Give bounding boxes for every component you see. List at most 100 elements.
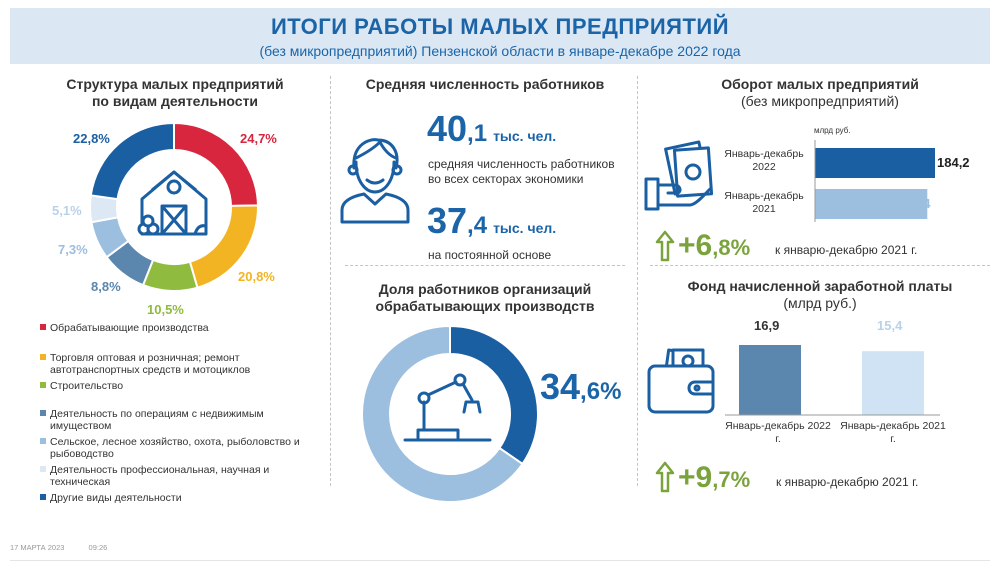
wages-title-line1: Фонд начисленной заработной платы [687,278,953,294]
turnover-unit: млрд руб. [814,126,851,135]
turnover-growth-frac: ,8% [712,235,751,260]
pct-label-manufacturing: 24,7% [240,131,277,146]
wages-bar-0 [739,345,801,415]
barn-icon [137,170,208,236]
legend-label: Торговля оптовая и розничная; ремонт авт… [50,352,251,376]
manufacturing-share-int: 34 [540,366,581,407]
workers-title: Средняя численность работников [365,76,605,92]
turnover-growth-note: к январю-декабрю 2021 г. [775,243,918,257]
wages-growth-int: +9 [678,461,713,494]
manufacturing-share-frac: ,6% [580,378,622,405]
header-banner: ИТОГИ РАБОТЫ МАЛЫХ ПРЕДПРИЯТИЙ (без микр… [10,8,990,64]
workers-total-frac: ,1 [467,120,488,147]
legend-swatch [40,410,46,416]
legend-item-other: Другие виды деятельности [40,492,182,504]
divider-right-h [650,265,990,266]
wages-growth: +9,7% [678,461,750,495]
share-slice-1 [361,324,524,503]
page-subtitle: (без микропредприятий) Пензенской област… [259,43,741,59]
manufacturing-share-title: Доля работников организаций обрабатывающ… [340,281,630,315]
legend-swatch [40,382,46,388]
wages-title: Фонд начисленной заработной платы (млрд … [650,278,990,312]
legend-item-professional: Деятельность профессиональная, научная и… [40,464,295,488]
legend-item-manufacturing: Обрабатывающие производства [40,322,209,334]
pct-label-trade: 20,8% [238,269,275,284]
pct-label-construction: 10,5% [147,302,184,317]
manufacturing-share-title-line1: Доля работников организаций [378,281,592,297]
divider-middle [345,265,625,266]
turnover-growth-int: +6 [678,229,713,262]
legend-item-trade: Торговля оптовая и розничная; ремонт авт… [40,352,270,376]
legend-label: Другие виды деятельности [50,492,182,504]
workers-total-int: 40 [427,108,468,149]
robot-arm-icon [403,373,492,442]
legend-swatch [40,466,46,472]
workers-permanent-desc: на постоянной основе [428,248,552,262]
workers-total-unit: тыс. чел. [493,128,557,144]
legend-label: Деятельность по операциям с недвижимым и… [50,408,264,432]
pct-label-real-estate: 8,8% [91,279,121,294]
structure-title: Структура малых предприятий по видам дея… [20,76,330,110]
workers-total-desc-line1: средняя численность работников [428,157,615,171]
turnover-value-2022: 184,2 [937,155,970,170]
wages-value-2021: 15,4 [877,318,903,333]
workers-total-desc-line2: во всех секторах экономики [428,172,584,186]
legend-swatch [40,354,46,360]
turnover-title: Оборот малых предприятий (без микропредп… [650,76,990,110]
person-icon [340,138,410,224]
wages-cat-2021: Январь-декабрь 2021 г. [840,420,946,445]
legend-item-construction: Строительство [40,380,123,392]
wallet-icon [647,348,715,414]
structure-slice-6 [89,121,175,201]
turnover-bar-0 [815,148,935,178]
legend-label: Строительство [50,380,124,392]
pct-label-other: 22,8% [73,131,110,146]
manufacturing-share-value: 34,6% [540,366,621,408]
workers-permanent-int: 37 [427,200,468,241]
legend-label: Деятельность профессиональная, научная и… [50,464,270,488]
wages-up-arrow-icon [655,461,675,493]
turnover-up-arrow-icon [655,230,675,262]
legend-label: Сельское, лесное хозяйство, охота, рыбол… [50,436,300,460]
workers-permanent-frac: ,4 [467,212,488,239]
turnover-cat-2021: Январь-декабрь 2021 [724,190,804,215]
legend-swatch [40,494,46,500]
page-title: ИТОГИ РАБОТЫ МАЛЫХ ПРЕДПРИЯТИЙ [270,14,730,39]
divider-left [330,76,331,486]
turnover-title-line2: (без микропредприятий) [741,93,899,109]
turnover-growth: +6,8% [678,229,750,263]
turnover-value-2021: 172,4 [898,196,931,211]
wages-bar-1 [862,351,924,415]
workers-total-value: 40,1 тыс. чел. [427,108,556,150]
legend-swatch [40,324,46,330]
manufacturing-share-title-line2: обрабатывающих производств [375,298,595,314]
pct-label-professional: 5,1% [52,203,82,218]
footer-date: 17 МАРТА 2023 [10,543,65,552]
structure-title-line1: Структура малых предприятий [66,76,284,92]
bottom-rule [10,560,990,561]
workers-total-desc: средняя численность работников во всех с… [428,157,615,187]
legend-item-real-estate: Деятельность по операциям с недвижимым и… [40,408,310,432]
workers-permanent-value: 37,4 тыс. чел. [427,200,556,242]
wages-growth-note: к январю-декабрю 2021 г. [776,475,919,489]
footer-time: 09:26 [88,543,108,552]
turnover-bar-1 [815,189,928,219]
workers-permanent-unit: тыс. чел. [493,220,557,236]
pct-label-agriculture: 7,3% [58,242,88,257]
legend-label: Обрабатывающие производства [50,322,209,334]
structure-title-line2: по видам деятельности [91,93,259,109]
footer: 17 МАРТА 2023 09:26 [10,543,107,552]
money-hand-icon [644,140,714,211]
legend-swatch [40,438,46,444]
wages-cat-2022: Январь-декабрь 2022 г. [725,420,831,445]
legend-item-agriculture: Сельское, лесное хозяйство, охота, рыбол… [40,436,320,460]
wages-value-2022: 16,9 [754,318,780,333]
turnover-cat-2022: Январь-декабрь 2022 [724,148,804,173]
turnover-title-line1: Оборот малых предприятий [721,76,919,92]
divider-right [637,76,638,486]
